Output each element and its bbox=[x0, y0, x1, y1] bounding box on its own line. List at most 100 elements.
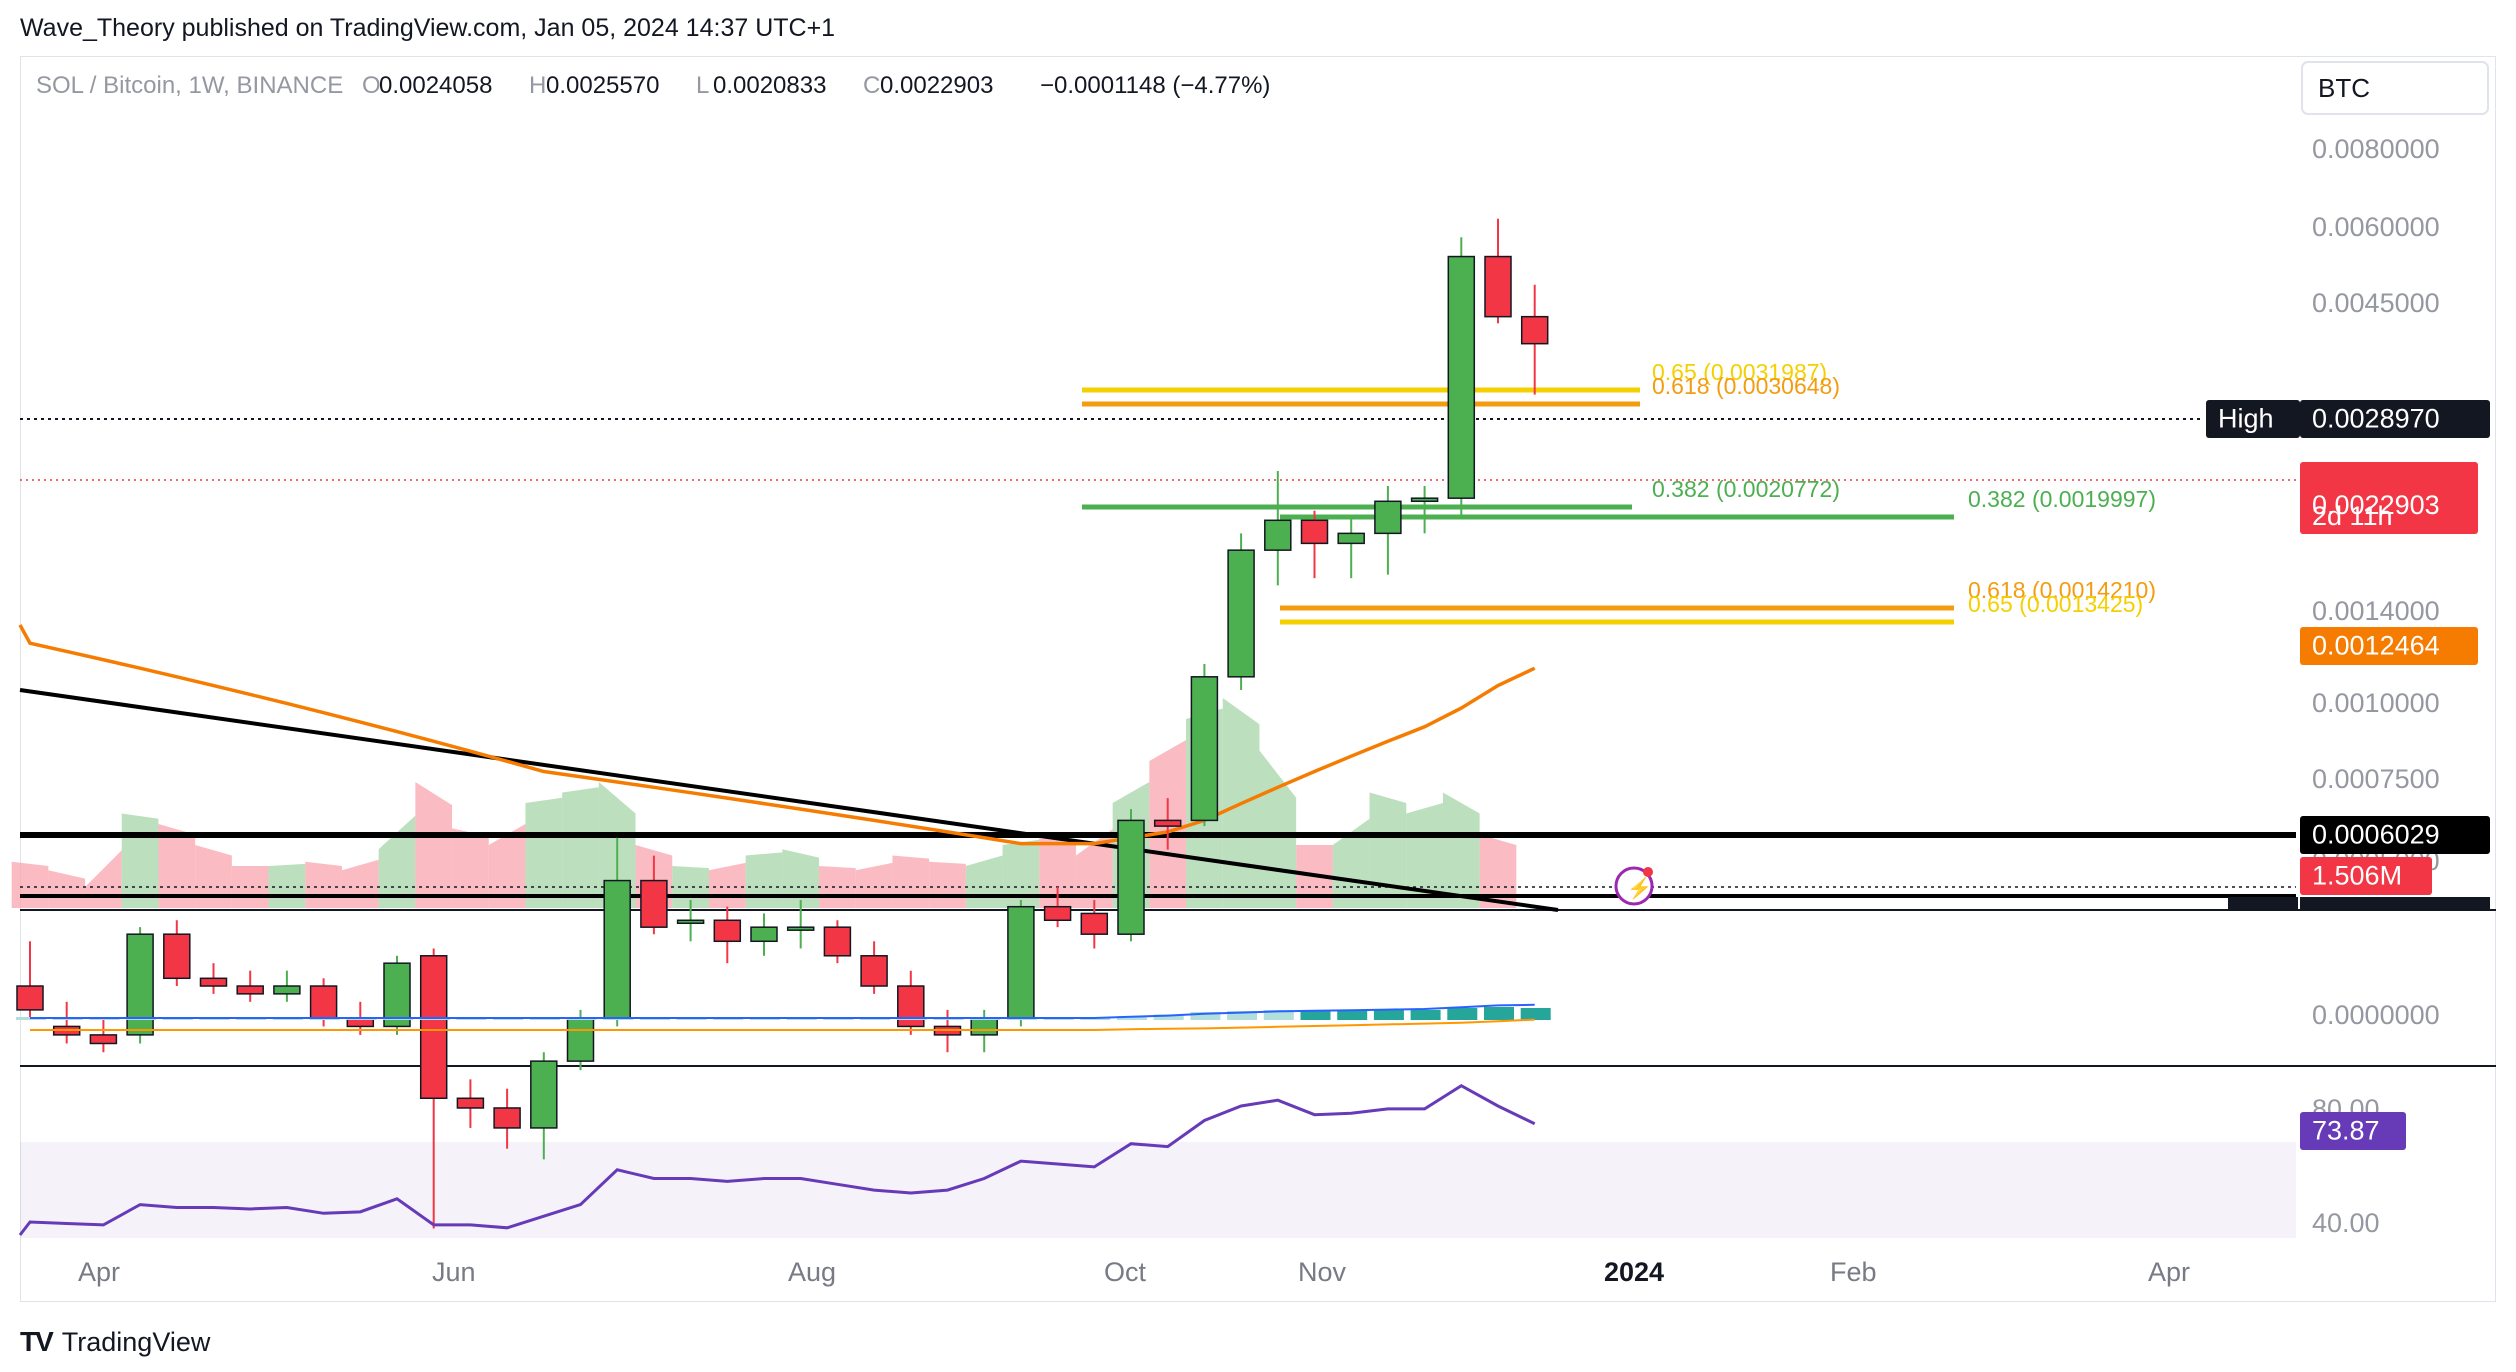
candle-body[interactable] bbox=[750, 926, 778, 943]
candle-body[interactable] bbox=[1264, 519, 1292, 551]
macd-signal-line bbox=[30, 1018, 1535, 1031]
candle-body[interactable] bbox=[603, 879, 631, 1019]
candle-body[interactable] bbox=[823, 926, 852, 957]
candle-body[interactable] bbox=[1043, 905, 1072, 922]
macd-histogram-bar bbox=[1447, 1008, 1478, 1020]
descending-trendline bbox=[19, 688, 1559, 912]
volume-area bbox=[1479, 834, 1517, 908]
volume-area bbox=[782, 849, 820, 908]
candle-body[interactable] bbox=[860, 955, 888, 987]
fib-level-label: 0.618 (0.0014210) bbox=[1968, 577, 2156, 603]
volume-area bbox=[525, 797, 563, 908]
candle-body[interactable] bbox=[970, 1017, 998, 1036]
candle-body[interactable] bbox=[163, 933, 191, 980]
candle-body[interactable] bbox=[1410, 497, 1439, 503]
candle-body[interactable] bbox=[713, 919, 742, 943]
low-value-tag bbox=[2300, 897, 2490, 910]
x-axis-tick: Oct bbox=[1104, 1257, 1147, 1287]
rsi-band bbox=[20, 1142, 2296, 1238]
candle-body[interactable] bbox=[1374, 500, 1402, 535]
volume-area bbox=[892, 855, 930, 908]
tradingview-logo-icon: TV bbox=[20, 1326, 54, 1357]
x-axis-tick: Jun bbox=[432, 1257, 476, 1287]
y-axis-tick: 0.0014000 bbox=[2312, 596, 2440, 626]
x-axis-tick: Feb bbox=[1830, 1257, 1877, 1287]
candle-body[interactable] bbox=[419, 955, 448, 1100]
fib-level-label: 0.65 (0.0013425) bbox=[1968, 591, 2143, 617]
volume-area bbox=[1406, 803, 1443, 908]
candle-body[interactable] bbox=[493, 1107, 521, 1129]
candle-body[interactable] bbox=[530, 1060, 558, 1129]
currency-button-label: BTC bbox=[2318, 73, 2370, 103]
candle-body[interactable] bbox=[897, 985, 925, 1028]
volume-area bbox=[965, 855, 1003, 908]
candle-body[interactable] bbox=[1447, 255, 1476, 499]
candle-body[interactable] bbox=[1153, 819, 1182, 827]
candle-body[interactable] bbox=[676, 919, 705, 925]
volume-area bbox=[341, 859, 379, 908]
volume-area bbox=[1332, 818, 1370, 908]
x-axis-tick: Apr bbox=[2148, 1257, 2190, 1287]
brand-name: TradingView bbox=[61, 1326, 211, 1357]
y-axis-tick: 0.0010000 bbox=[2312, 688, 2440, 718]
candle-body[interactable] bbox=[1520, 315, 1549, 345]
currency-button[interactable] bbox=[2301, 61, 2489, 115]
ohlc-value: L bbox=[696, 72, 709, 99]
y-axis-tick: 0.0045000 bbox=[2312, 288, 2440, 318]
volume-area bbox=[305, 861, 342, 908]
volume-area bbox=[819, 866, 856, 908]
alert-lightning-icon[interactable] bbox=[1614, 866, 1654, 906]
macd-histogram-bar bbox=[1190, 1012, 1221, 1020]
candle-body[interactable] bbox=[236, 985, 264, 995]
volume-area bbox=[1259, 750, 1297, 908]
ohlc-value: 0.0024058 bbox=[379, 72, 492, 99]
candle-body[interactable] bbox=[1190, 676, 1219, 822]
x-axis-tick: 2024 bbox=[1604, 1257, 1664, 1287]
candle-body[interactable] bbox=[566, 1017, 595, 1062]
candle-body[interactable] bbox=[199, 977, 228, 987]
macd-histogram-bar bbox=[1153, 1014, 1184, 1020]
candle-body[interactable] bbox=[1300, 519, 1329, 545]
high-tag bbox=[2206, 400, 2300, 438]
candle-body[interactable] bbox=[273, 985, 301, 995]
candle-body[interactable] bbox=[383, 962, 411, 1028]
ohlc-value: 0.0020833 bbox=[713, 72, 826, 99]
chart-frame[interactable] bbox=[20, 56, 2496, 1302]
volume-area bbox=[452, 828, 489, 908]
volume-area bbox=[1002, 839, 1040, 908]
ohlc-value: C bbox=[863, 72, 880, 99]
volume-area bbox=[378, 815, 416, 908]
fib-level-label: 0.382 (0.0020772) bbox=[1652, 476, 1840, 502]
volume-area bbox=[85, 850, 122, 908]
x-axis-tick: Apr bbox=[78, 1257, 120, 1287]
candle-body[interactable] bbox=[16, 985, 44, 1011]
candle-body[interactable] bbox=[1117, 819, 1145, 935]
ohlc-value: 0.0025570 bbox=[546, 72, 659, 99]
candle-body[interactable] bbox=[1007, 905, 1035, 1019]
candle-body[interactable] bbox=[1227, 549, 1255, 678]
high-value-tag-label: 0.0028970 bbox=[2312, 403, 2440, 433]
macd-histogram-bar bbox=[1263, 1010, 1294, 1020]
lightning-glyph: ⚡ bbox=[1627, 876, 1652, 900]
macd-histogram-bar bbox=[1410, 1010, 1441, 1020]
candle-body[interactable] bbox=[1337, 532, 1365, 545]
candle-body[interactable] bbox=[640, 879, 668, 928]
volume-area bbox=[562, 787, 599, 908]
macd-histogram-bar bbox=[1520, 1008, 1551, 1020]
candle-body[interactable] bbox=[89, 1034, 118, 1045]
x-axis-tick: Aug bbox=[788, 1257, 836, 1287]
candle-body[interactable] bbox=[1080, 912, 1109, 935]
volume-value-tag-label: 1.506M bbox=[2312, 860, 2402, 890]
candle-body[interactable] bbox=[786, 926, 815, 931]
ma-value-tag-label: 0.0012464 bbox=[2312, 630, 2440, 660]
symbol-line: SOL / Bitcoin, 1W, BINANCE bbox=[36, 72, 343, 99]
ohlc-value: 0.0022903 bbox=[880, 72, 993, 99]
tradingview-logo[interactable]: TV TradingView bbox=[20, 1322, 210, 1362]
volume-area bbox=[121, 813, 159, 908]
candle-body[interactable] bbox=[309, 985, 338, 1019]
macd-histogram-bar bbox=[1300, 1010, 1331, 1020]
volume-area bbox=[11, 861, 49, 908]
candle-body[interactable] bbox=[1484, 255, 1512, 318]
candle-body[interactable] bbox=[456, 1097, 485, 1109]
